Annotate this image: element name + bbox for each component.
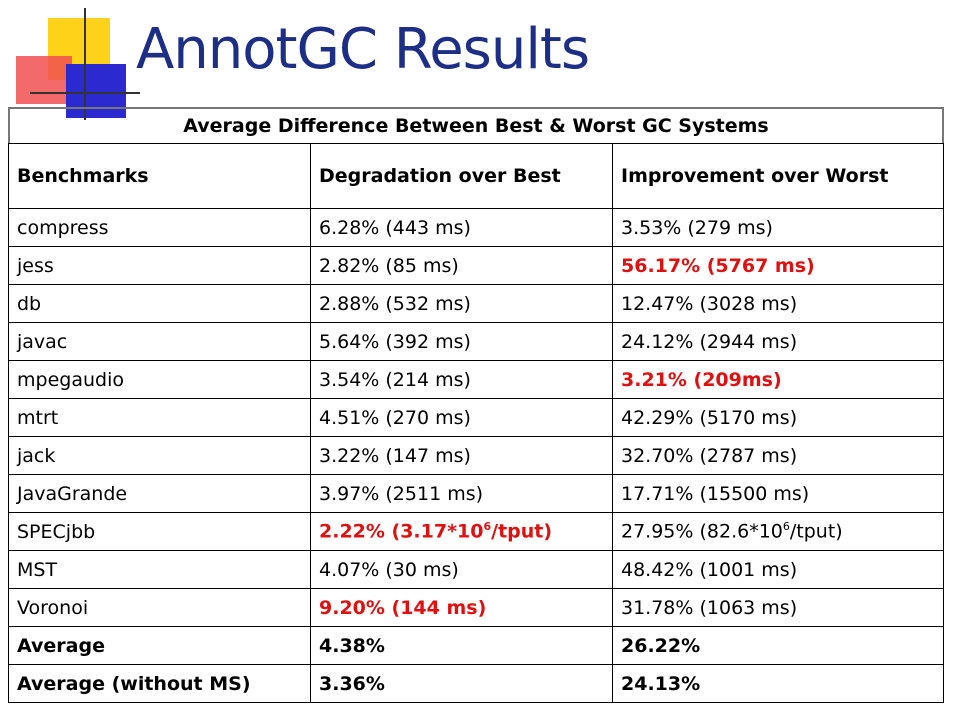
header-improvement: Improvement over Worst bbox=[612, 143, 944, 209]
benchmark-cell: db bbox=[8, 284, 311, 323]
degradation-cell-highlighted: 9.20% (144 ms) bbox=[310, 588, 613, 627]
slide-title: AnnotGC Results bbox=[136, 17, 590, 82]
benchmark-cell: javac bbox=[8, 322, 311, 361]
degradation-cell: 2.82% (85 ms) bbox=[310, 246, 613, 285]
table-row: compress 6.28% (443 ms) 3.53% (279 ms) bbox=[8, 208, 944, 247]
improvement-exponent: 6 bbox=[782, 520, 790, 534]
benchmark-cell: jess bbox=[8, 246, 311, 285]
degradation-cell: 4.51% (270 ms) bbox=[310, 398, 613, 437]
table-row: mpegaudio 3.54% (214 ms) 3.21% (209ms) bbox=[8, 360, 944, 399]
table-row: MST 4.07% (30 ms) 48.42% (1001 ms) bbox=[8, 550, 944, 589]
degradation-value-prefix: 2.22% (3.17*10 bbox=[319, 520, 484, 543]
table-row: jack 3.22% (147 ms) 32.70% (2787 ms) bbox=[8, 436, 944, 475]
improvement-cell: 24.13% bbox=[612, 664, 944, 703]
improvement-cell-highlighted: 3.21% (209ms) bbox=[612, 360, 944, 399]
header-benchmarks: Benchmarks bbox=[8, 143, 311, 209]
degradation-exponent: 6 bbox=[483, 520, 492, 534]
improvement-cell: 17.71% (15500 ms) bbox=[612, 474, 944, 513]
improvement-cell: 27.95% (82.6*106/tput) bbox=[612, 512, 944, 551]
benchmark-cell: Average (without MS) bbox=[8, 664, 311, 703]
benchmark-cell: jack bbox=[8, 436, 311, 475]
improvement-cell: 48.42% (1001 ms) bbox=[612, 550, 944, 589]
table-row: db 2.88% (532 ms) 12.47% (3028 ms) bbox=[8, 284, 944, 323]
table-row: javac 5.64% (392 ms) 24.12% (2944 ms) bbox=[8, 322, 944, 361]
improvement-cell: 3.53% (279 ms) bbox=[612, 208, 944, 247]
blue-square-decoration bbox=[66, 64, 126, 118]
benchmark-cell: mpegaudio bbox=[8, 360, 311, 399]
degradation-cell: 3.54% (214 ms) bbox=[310, 360, 613, 399]
degradation-cell: 5.64% (392 ms) bbox=[310, 322, 613, 361]
improvement-cell-highlighted: 56.17% (5767 ms) bbox=[612, 246, 944, 285]
results-table: Benchmarks Degradation over Best Improve… bbox=[8, 143, 944, 703]
improvement-cell: 32.70% (2787 ms) bbox=[612, 436, 944, 475]
table-row: SPECjbb 2.22% (3.17*106/tput) 27.95% (82… bbox=[8, 512, 944, 551]
red-square-decoration bbox=[16, 56, 72, 104]
header-degradation: Degradation over Best bbox=[310, 143, 613, 209]
improvement-cell: 31.78% (1063 ms) bbox=[612, 588, 944, 627]
table-row-average-without-ms: Average (without MS) 3.36% 24.13% bbox=[8, 664, 944, 703]
table-row: Voronoi 9.20% (144 ms) 31.78% (1063 ms) bbox=[8, 588, 944, 627]
vertical-line-decoration bbox=[84, 8, 86, 120]
results-table-container: Average Difference Between Best & Worst … bbox=[8, 107, 944, 703]
benchmark-cell: Average bbox=[8, 626, 311, 665]
degradation-cell: 3.22% (147 ms) bbox=[310, 436, 613, 475]
benchmark-cell: mtrt bbox=[8, 398, 311, 437]
benchmark-cell: compress bbox=[8, 208, 311, 247]
table-caption: Average Difference Between Best & Worst … bbox=[8, 107, 944, 143]
table-row: mtrt 4.51% (270 ms) 42.29% (5170 ms) bbox=[8, 398, 944, 437]
benchmark-cell: Voronoi bbox=[8, 588, 311, 627]
degradation-cell: 4.38% bbox=[310, 626, 613, 665]
degradation-cell: 4.07% (30 ms) bbox=[310, 550, 613, 589]
benchmark-cell: SPECjbb bbox=[8, 512, 311, 551]
benchmark-cell: MST bbox=[8, 550, 311, 589]
degradation-cell: 2.88% (532 ms) bbox=[310, 284, 613, 323]
improvement-cell: 42.29% (5170 ms) bbox=[612, 398, 944, 437]
improvement-cell: 26.22% bbox=[612, 626, 944, 665]
improvement-cell: 12.47% (3028 ms) bbox=[612, 284, 944, 323]
degradation-value-suffix: /tput) bbox=[491, 520, 553, 543]
table-row: JavaGrande 3.97% (2511 ms) 17.71% (15500… bbox=[8, 474, 944, 513]
improvement-value-suffix: /tput) bbox=[789, 520, 843, 543]
degradation-cell: 6.28% (443 ms) bbox=[310, 208, 613, 247]
improvement-value-prefix: 27.95% (82.6*10 bbox=[621, 520, 783, 543]
benchmark-cell: JavaGrande bbox=[8, 474, 311, 513]
slide-logo-decoration bbox=[0, 0, 140, 120]
table-row-average: Average 4.38% 26.22% bbox=[8, 626, 944, 665]
degradation-cell-highlighted: 2.22% (3.17*106/tput) bbox=[310, 512, 613, 551]
horizontal-line-decoration bbox=[30, 92, 140, 94]
improvement-cell: 24.12% (2944 ms) bbox=[612, 322, 944, 361]
table-header-row: Benchmarks Degradation over Best Improve… bbox=[8, 143, 944, 209]
table-row: jess 2.82% (85 ms) 56.17% (5767 ms) bbox=[8, 246, 944, 285]
degradation-cell: 3.36% bbox=[310, 664, 613, 703]
degradation-cell: 3.97% (2511 ms) bbox=[310, 474, 613, 513]
